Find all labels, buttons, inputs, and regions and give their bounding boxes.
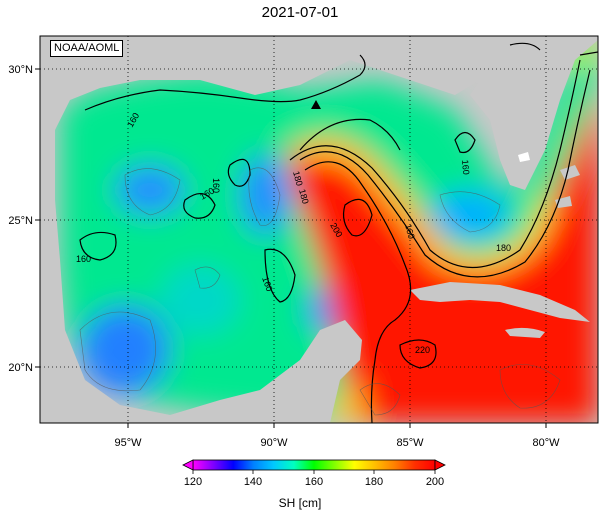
bahamas-island xyxy=(560,165,580,180)
florida-landmass xyxy=(470,36,598,190)
contour-label: 180 xyxy=(291,170,305,187)
colorbar-tick-label: 180 xyxy=(365,476,383,488)
lat-tick-label: 20°N xyxy=(8,362,33,374)
contour-label: 160 xyxy=(260,275,275,293)
caribbean-island xyxy=(505,327,545,338)
lon-tick-label: 85°W xyxy=(396,437,424,449)
lon-tick-labels: 95°W 90°W 85°W 80°W xyxy=(114,437,560,449)
lat-tick-label: 25°N xyxy=(8,215,33,227)
map-title: 2021-07-01 xyxy=(261,4,339,21)
lat-tick-labels: 30°N 25°N 20°N xyxy=(8,64,33,374)
contour-label: 180 xyxy=(496,243,511,253)
station-marker-triangle xyxy=(311,100,321,109)
north-america-landmass xyxy=(40,36,598,423)
contour-label: 160 xyxy=(76,254,91,264)
cuba-landmass xyxy=(410,282,590,322)
colorbar-tick-label: 160 xyxy=(305,476,323,488)
colorbar-max-arrow xyxy=(434,459,446,471)
axis-ticks xyxy=(35,68,547,428)
contour-label: 160 xyxy=(460,159,471,175)
colorbar-tick-label: 120 xyxy=(184,476,202,488)
colorbar-tick-label: 140 xyxy=(244,476,262,488)
source-label: NOAA/AOML xyxy=(50,40,124,57)
map-frame xyxy=(39,35,599,424)
lat-tick-label: 30°N xyxy=(8,64,33,76)
lon-tick-label: 95°W xyxy=(114,437,142,449)
contour-label: 220 xyxy=(415,345,430,355)
lake-okeechobee xyxy=(518,152,530,162)
lon-tick-label: 90°W xyxy=(260,437,288,449)
contour-label: 180 xyxy=(297,188,311,205)
gridlines xyxy=(40,36,598,423)
colorbar-units: SH [cm] xyxy=(278,496,322,510)
lon-tick-label: 80°W xyxy=(532,437,560,449)
contour-label: 160 xyxy=(211,178,221,193)
colorbar-tick-label: 200 xyxy=(426,476,444,488)
contour-lines xyxy=(79,42,598,423)
colorbar: 120 140 160 180 200 xyxy=(182,459,446,488)
colorbar-min-arrow xyxy=(182,459,194,471)
colorbar-bar xyxy=(192,459,436,471)
map-plot-area xyxy=(40,36,598,423)
contour-label: 160 xyxy=(403,223,417,240)
contour-labels: 160 160 160 160 160 160 180 180 180 200 … xyxy=(76,111,511,355)
